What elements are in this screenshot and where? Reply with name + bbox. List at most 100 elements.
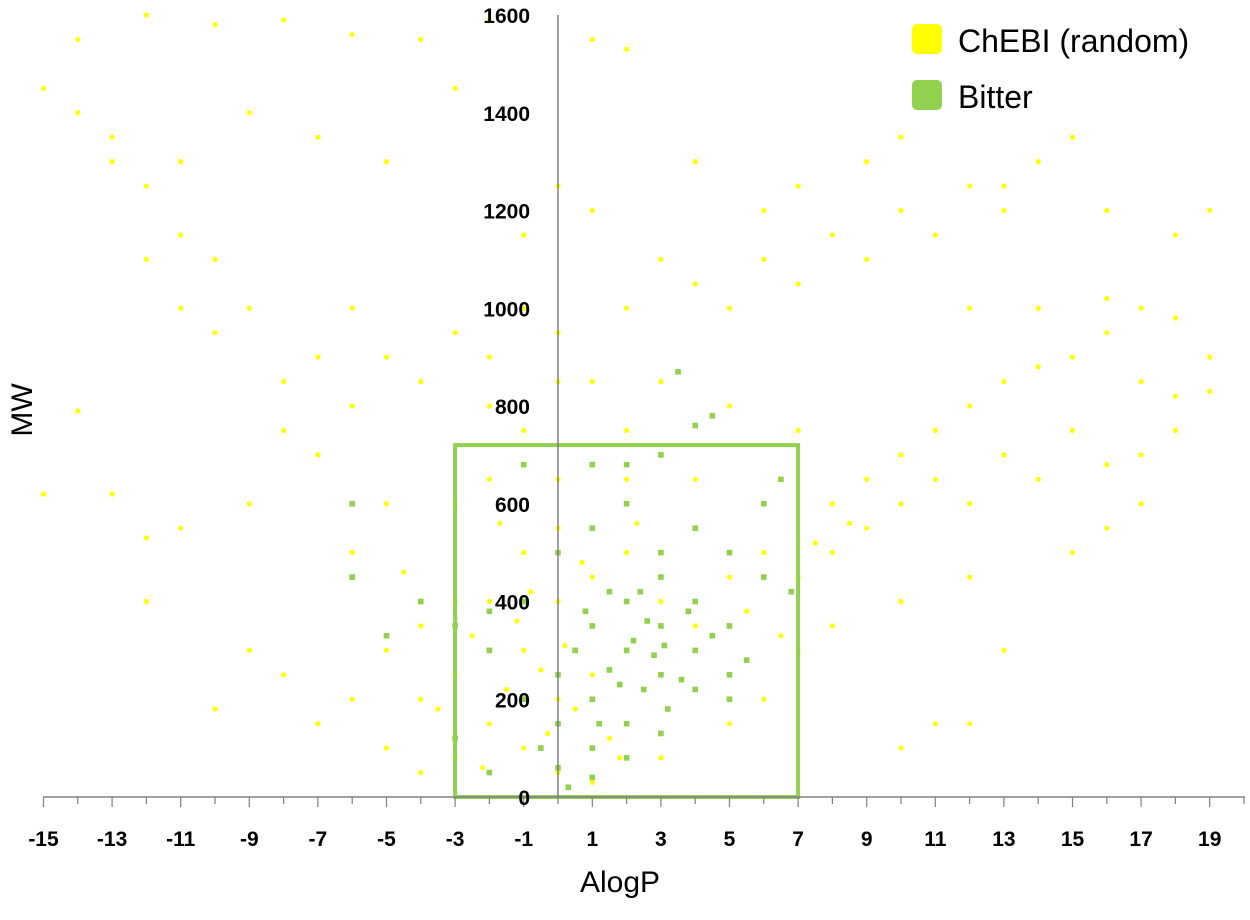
- data-point-chebi: [624, 305, 630, 311]
- data-point-chebi: [143, 598, 149, 605]
- series-chebi-points: [40, 12, 1213, 785]
- data-point-chebi: [864, 476, 870, 482]
- data-point-chebi: [212, 330, 218, 336]
- data-point-chebi: [967, 574, 973, 580]
- data-point-chebi: [846, 520, 853, 526]
- data-point-bitter: [726, 696, 733, 703]
- data-point-chebi: [281, 427, 287, 434]
- data-point-chebi: [1069, 550, 1076, 556]
- data-point-chebi: [589, 779, 595, 785]
- y-tick-label: 1600: [483, 5, 530, 28]
- data-point-chebi: [383, 647, 390, 653]
- data-point-bitter: [675, 368, 681, 375]
- data-point-bitter: [349, 574, 355, 580]
- data-point-bitter: [761, 500, 767, 507]
- data-point-chebi: [864, 525, 870, 531]
- data-point-bitter: [520, 598, 527, 605]
- data-point-chebi: [349, 696, 355, 702]
- data-point-chebi: [75, 36, 81, 43]
- data-point-chebi: [1035, 364, 1041, 370]
- data-point-chebi: [503, 686, 510, 693]
- x-tick-label: 3: [655, 828, 667, 851]
- data-point-chebi: [829, 501, 836, 507]
- data-point-chebi: [1001, 378, 1007, 385]
- data-point-chebi: [538, 667, 544, 673]
- data-point-chebi: [1104, 207, 1110, 214]
- data-point-bitter: [658, 672, 664, 678]
- data-point-chebi: [315, 452, 321, 458]
- data-point-chebi: [1035, 476, 1041, 482]
- x-tick-label: -7: [309, 828, 328, 851]
- data-point-chebi: [932, 721, 938, 727]
- data-point-bitter: [726, 549, 733, 556]
- data-point-chebi: [1069, 427, 1076, 434]
- y-tick-label: 600: [495, 494, 530, 517]
- data-point-chebi: [401, 569, 407, 575]
- data-point-bitter: [709, 632, 716, 639]
- data-point-chebi: [383, 354, 390, 360]
- data-point-chebi: [383, 501, 390, 507]
- data-point-chebi: [761, 256, 767, 262]
- data-point-chebi: [418, 623, 424, 629]
- data-point-chebi: [606, 735, 613, 741]
- data-point-chebi: [418, 769, 424, 776]
- data-point-chebi: [967, 305, 973, 311]
- data-point-chebi: [212, 256, 218, 262]
- data-point-bitter: [349, 500, 355, 507]
- data-point-chebi: [527, 589, 534, 595]
- data-point-chebi: [932, 427, 938, 434]
- x-tick-label: 19: [1198, 828, 1221, 851]
- data-point-chebi: [452, 85, 458, 91]
- data-point-chebi: [315, 134, 321, 140]
- y-tick-label: 1400: [483, 103, 530, 126]
- x-tick-label: -5: [377, 828, 396, 851]
- x-tick-label: -15: [28, 828, 59, 851]
- y-tick-label: 1200: [483, 201, 530, 224]
- data-point-chebi: [40, 491, 47, 497]
- x-tick-label: -1: [514, 828, 533, 851]
- data-point-chebi: [1104, 462, 1110, 468]
- legend: ChEBI (random) Bitter: [912, 23, 1189, 115]
- data-point-bitter: [486, 769, 493, 776]
- data-point-chebi: [624, 476, 630, 482]
- data-point-bitter: [623, 500, 630, 507]
- data-point-chebi: [521, 745, 527, 751]
- y-tick-label: 200: [495, 689, 530, 712]
- data-point-bitter: [383, 632, 390, 639]
- data-point-chebi: [864, 256, 870, 262]
- data-point-chebi: [452, 330, 458, 336]
- data-point-chebi: [898, 501, 904, 507]
- data-point-chebi: [1069, 354, 1076, 360]
- data-point-chebi: [778, 633, 784, 639]
- data-point-chebi: [624, 427, 630, 434]
- data-point-bitter: [788, 588, 795, 595]
- data-point-bitter: [644, 618, 650, 624]
- data-point-chebi: [349, 31, 355, 38]
- data-point-bitter: [637, 588, 644, 595]
- data-point-chebi: [435, 706, 441, 712]
- data-point-chebi: [212, 22, 218, 28]
- data-point-bitter: [486, 608, 493, 615]
- data-point-chebi: [349, 305, 355, 311]
- x-tick-label: 17: [1129, 828, 1152, 851]
- x-tick-label: 5: [724, 828, 736, 851]
- data-point-chebi: [658, 598, 664, 605]
- y-axis-tick-labels: 0 200 400 600 800 1000 1200 1400 1600: [483, 5, 530, 810]
- data-point-chebi: [40, 85, 47, 91]
- data-point-bitter: [658, 452, 664, 458]
- data-point-chebi: [795, 281, 801, 287]
- data-point-chebi: [1138, 378, 1144, 385]
- data-point-chebi: [898, 134, 904, 140]
- data-point-chebi: [349, 403, 355, 409]
- data-point-chebi: [829, 232, 836, 238]
- data-point-chebi: [497, 520, 503, 526]
- legend-swatch-bitter: [912, 80, 942, 110]
- data-point-chebi: [726, 305, 733, 311]
- data-point-bitter: [538, 745, 544, 751]
- data-point-chebi: [726, 403, 733, 409]
- x-tick-label: -13: [97, 828, 127, 851]
- data-point-chebi: [486, 403, 492, 409]
- data-point-chebi: [1207, 354, 1213, 360]
- y-tick-label: 1000: [483, 298, 530, 321]
